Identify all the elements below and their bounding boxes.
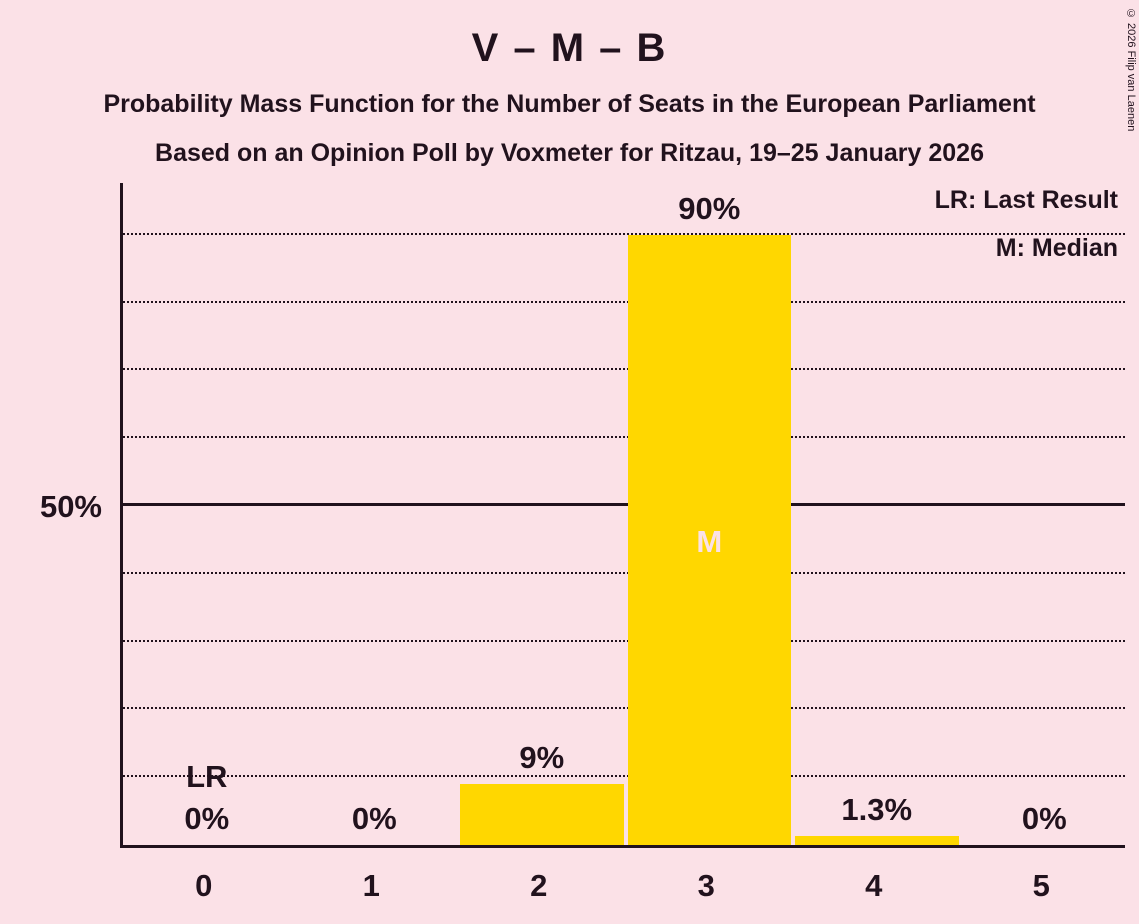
bar-value-label-2: 9% — [519, 739, 565, 775]
gridline-50pct-solid — [123, 503, 1125, 506]
bar-value-label-1: 0% — [351, 801, 397, 836]
gridline-90pct — [123, 232, 1125, 235]
x-tick-label-1: 1 — [362, 868, 380, 903]
gridline-80pct — [123, 300, 1125, 303]
gridline-70pct — [123, 368, 1125, 371]
bar-seats-3 — [627, 234, 791, 845]
x-tick-label-5: 5 — [1032, 868, 1050, 903]
gridline-20pct — [123, 707, 1125, 710]
bar-value-label-0: 0% — [184, 801, 230, 836]
bar-seats-2 — [460, 783, 624, 845]
gridline-40pct — [123, 571, 1125, 574]
bar-value-label-3: 90% — [678, 190, 741, 226]
bar-value-label-4: 1.3% — [841, 792, 913, 828]
x-tick-label-3: 3 — [697, 868, 715, 903]
chart-subtitle-poll: Based on an Opinion Poll by Voxmeter for… — [155, 139, 984, 167]
last-result-marker: LR — [186, 759, 228, 794]
bar-value-label-5: 0% — [1021, 801, 1067, 836]
gridline-10pct — [123, 775, 1125, 778]
y-axis-label: 50% — [39, 489, 102, 524]
x-tick-label-0: 0 — [195, 868, 213, 903]
copyright-notice: © 2026 Filip van Laenen — [1125, 8, 1137, 132]
gridline-60pct — [123, 436, 1125, 439]
chart-title: V – M – B — [471, 26, 668, 70]
bar-seats-4 — [795, 836, 959, 845]
legend-last-result: LR: Last Result — [934, 186, 1118, 214]
median-marker: M — [696, 523, 723, 559]
x-tick-label-2: 2 — [530, 868, 548, 903]
legend-median: M: Median — [995, 234, 1118, 262]
gridline-30pct — [123, 639, 1125, 642]
chart-subtitle: Probability Mass Function for the Number… — [103, 90, 1036, 118]
x-tick-label-4: 4 — [865, 868, 883, 903]
plot-area: 0% LR 0% 9% 90% M 1.3% 0% — [120, 183, 1125, 848]
